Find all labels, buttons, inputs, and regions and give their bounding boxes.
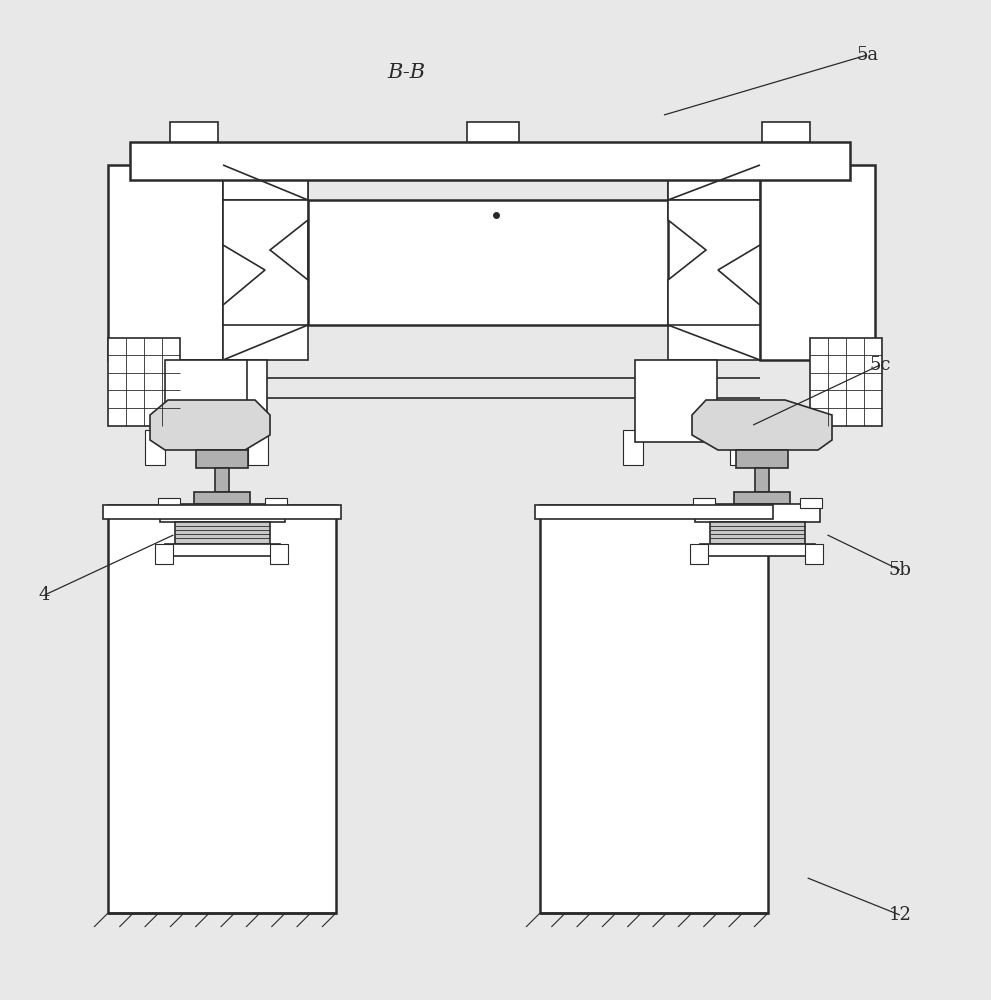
Bar [158, 498, 180, 508]
Bar [196, 450, 248, 468]
Text: 5b: 5b [888, 561, 912, 579]
Bar [308, 200, 668, 325]
Bar [700, 544, 815, 556]
Bar [623, 430, 643, 465]
Polygon shape [223, 200, 308, 325]
Bar [695, 504, 820, 522]
Bar [194, 492, 250, 504]
Text: 4: 4 [39, 586, 51, 604]
Bar [160, 504, 285, 522]
Polygon shape [668, 165, 760, 200]
Bar [762, 122, 810, 142]
Bar [248, 430, 268, 465]
Bar [635, 360, 717, 442]
Text: 5a: 5a [856, 46, 878, 64]
Bar [805, 544, 823, 564]
Bar [810, 338, 882, 426]
Bar [800, 498, 822, 508]
Polygon shape [668, 200, 760, 325]
Bar [155, 544, 173, 564]
Bar [152, 360, 267, 440]
Bar [103, 505, 341, 519]
Bar [165, 544, 280, 556]
Text: 12: 12 [888, 906, 912, 924]
Bar [736, 450, 788, 468]
Bar [710, 522, 805, 544]
Bar [170, 122, 218, 142]
Bar [535, 505, 773, 519]
Bar [668, 165, 760, 360]
Bar [734, 492, 790, 504]
Text: 5c: 5c [869, 356, 891, 374]
Bar [265, 498, 287, 508]
Text: B-B: B-B [386, 62, 425, 82]
Bar [540, 505, 768, 913]
Bar [165, 360, 247, 442]
Polygon shape [125, 360, 230, 400]
Bar [130, 142, 850, 180]
Bar [690, 544, 708, 564]
Bar [693, 498, 715, 508]
Bar [108, 505, 336, 913]
Bar [223, 165, 308, 360]
Bar [108, 338, 180, 426]
Bar [270, 544, 288, 564]
Bar [175, 522, 270, 544]
Bar [108, 165, 223, 360]
Bar [467, 122, 519, 142]
Bar [760, 165, 875, 360]
Polygon shape [692, 400, 832, 450]
Bar [215, 468, 229, 492]
Polygon shape [150, 400, 270, 450]
Polygon shape [223, 165, 308, 200]
Bar [730, 430, 750, 465]
Bar [145, 430, 165, 465]
Bar [755, 468, 769, 492]
